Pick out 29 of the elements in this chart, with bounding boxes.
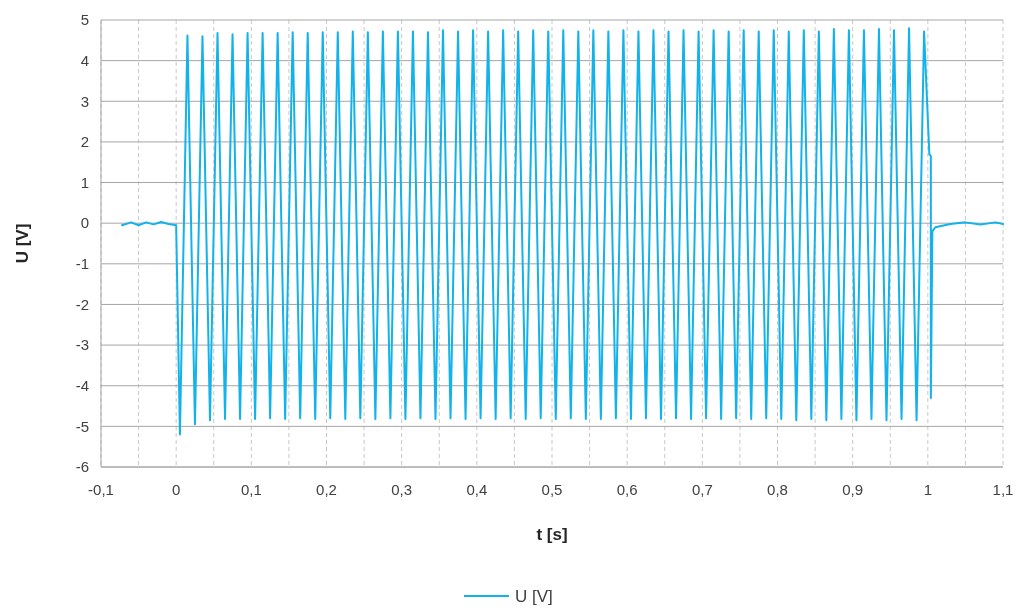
x-axis-title: t [s] — [536, 525, 568, 544]
x-tick-label: 0,2 — [316, 481, 337, 498]
y-tick-label: -4 — [75, 376, 89, 394]
x-tick-label: 0,4 — [466, 481, 488, 498]
x-tick-label: 0 — [171, 481, 181, 498]
y-tick-label: 1 — [80, 173, 89, 191]
x-tick-label: -0,1 — [88, 481, 114, 498]
y-tick-label: 2 — [80, 133, 89, 151]
y-tick-label: -2 — [75, 295, 89, 313]
y-tick-label: -6 — [75, 458, 89, 476]
y-tick-label: 0 — [80, 214, 89, 232]
x-tick-label: 0,9 — [842, 481, 864, 498]
x-tick-label: 0,1 — [240, 481, 262, 498]
y-tick-label: 4 — [80, 51, 89, 69]
y-tick-label: 3 — [80, 92, 89, 110]
x-tick-label: 0,8 — [767, 481, 788, 498]
line-series — [121, 27, 1004, 436]
y-tick-label: -3 — [75, 336, 89, 354]
y-axis-title: U [V] — [13, 223, 32, 264]
x-tick-label: 0,6 — [616, 481, 638, 498]
x-tick-label: 0,5 — [541, 481, 563, 498]
x-tick-label: 1 — [923, 481, 933, 498]
legend-label: U [V] — [515, 586, 553, 606]
y-tick-label: -5 — [75, 417, 89, 435]
x-tick-label: 0,3 — [391, 481, 413, 498]
y-tick-label: 5 — [80, 11, 89, 29]
x-tick-label: 0,7 — [691, 481, 713, 498]
y-tick-label: -1 — [75, 255, 89, 273]
x-tick-label: 1,1 — [992, 481, 1014, 498]
